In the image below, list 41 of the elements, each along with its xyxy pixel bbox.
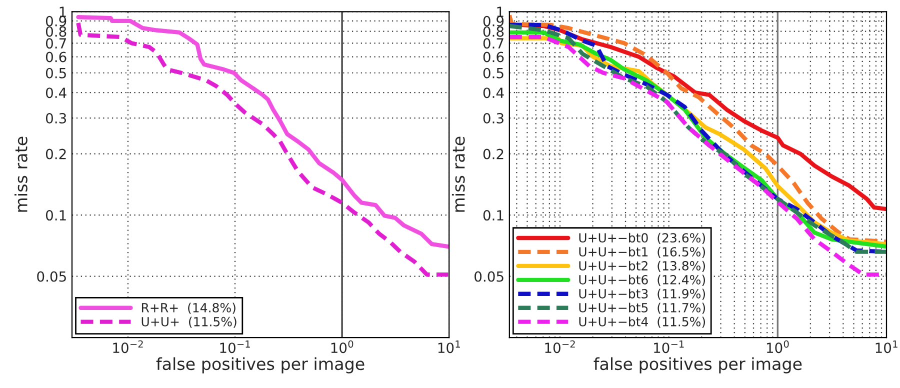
y-tick-label: 0.1 bbox=[46, 210, 66, 221]
legend-label: U+U+−bt3 (11.9%) bbox=[579, 288, 706, 300]
y-tick-label: 0.3 bbox=[483, 112, 504, 124]
y-tick-label: 0.9 bbox=[46, 16, 66, 26]
y-tick-label: 0.6 bbox=[483, 52, 504, 62]
x-tick-label: 10$^{−1}$ bbox=[654, 340, 684, 354]
legend-label: U+U+−bt5 (11.7%) bbox=[579, 302, 706, 314]
x-tick-label: 10$^{−2}$ bbox=[545, 340, 575, 354]
legend-label: U+U+ (11.5%) bbox=[142, 316, 236, 328]
y-axis-title: miss rate bbox=[14, 136, 28, 212]
y-tick-label: 0.9 bbox=[483, 16, 504, 26]
y-tick-label: 0.05 bbox=[474, 271, 504, 282]
y-tick-label: 0.8 bbox=[46, 26, 66, 37]
x-axis-title: false positives per image bbox=[156, 357, 364, 374]
y-tick-label: 0.2 bbox=[483, 148, 504, 160]
y-axis-title: miss rate bbox=[452, 136, 465, 212]
y-tick-label: 0.4 bbox=[483, 88, 504, 98]
legend-label: U+U+−bt4 (11.5%) bbox=[579, 316, 706, 328]
legend-label: U+U+−bt1 (16.5%) bbox=[579, 246, 706, 258]
legend-label: R+R+ (14.8%) bbox=[142, 302, 236, 314]
y-tick-label: 0.2 bbox=[46, 148, 66, 160]
x-tick-label: 10$^{1}$ bbox=[876, 340, 898, 354]
x-tick-label: 10$^{0}$ bbox=[766, 340, 789, 354]
x-tick-label: 10$^{0}$ bbox=[331, 340, 354, 354]
x-tick-label: 10$^{1}$ bbox=[438, 340, 460, 354]
y-tick-label: 0.7 bbox=[483, 38, 504, 49]
y-tick-label: 0.8 bbox=[483, 26, 504, 37]
y-tick-label: 0.4 bbox=[46, 88, 66, 98]
y-tick-label: 0.6 bbox=[46, 52, 66, 62]
y-tick-label: 0.7 bbox=[46, 38, 66, 49]
legend-label: U+U+−bt0 (23.6%) bbox=[579, 232, 706, 244]
x-tick-label: 10$^{−2}$ bbox=[113, 340, 143, 354]
y-tick-label: 0.05 bbox=[37, 271, 66, 282]
legend-label: U+U+−bt6 (12.4%) bbox=[579, 274, 706, 286]
y-tick-label: 0.1 bbox=[483, 210, 504, 221]
x-axis-title: false positives per image bbox=[594, 357, 802, 374]
x-tick-label: 10$^{−1}$ bbox=[220, 340, 250, 354]
legend-label: U+U+−bt2 (13.8%) bbox=[579, 260, 706, 272]
y-tick-label: 0.3 bbox=[46, 112, 66, 124]
y-tick-label: 0.5 bbox=[46, 68, 66, 78]
y-tick-label: 0.5 bbox=[483, 68, 504, 78]
